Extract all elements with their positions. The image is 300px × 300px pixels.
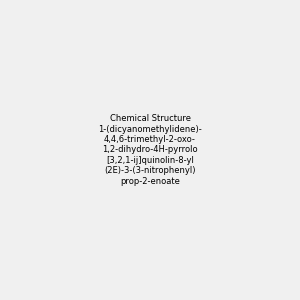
Text: Chemical Structure
1-(dicyanomethylidene)-
4,4,6-trimethyl-2-oxo-
1,2-dihydro-4H: Chemical Structure 1-(dicyanomethylidene… [98, 114, 202, 186]
